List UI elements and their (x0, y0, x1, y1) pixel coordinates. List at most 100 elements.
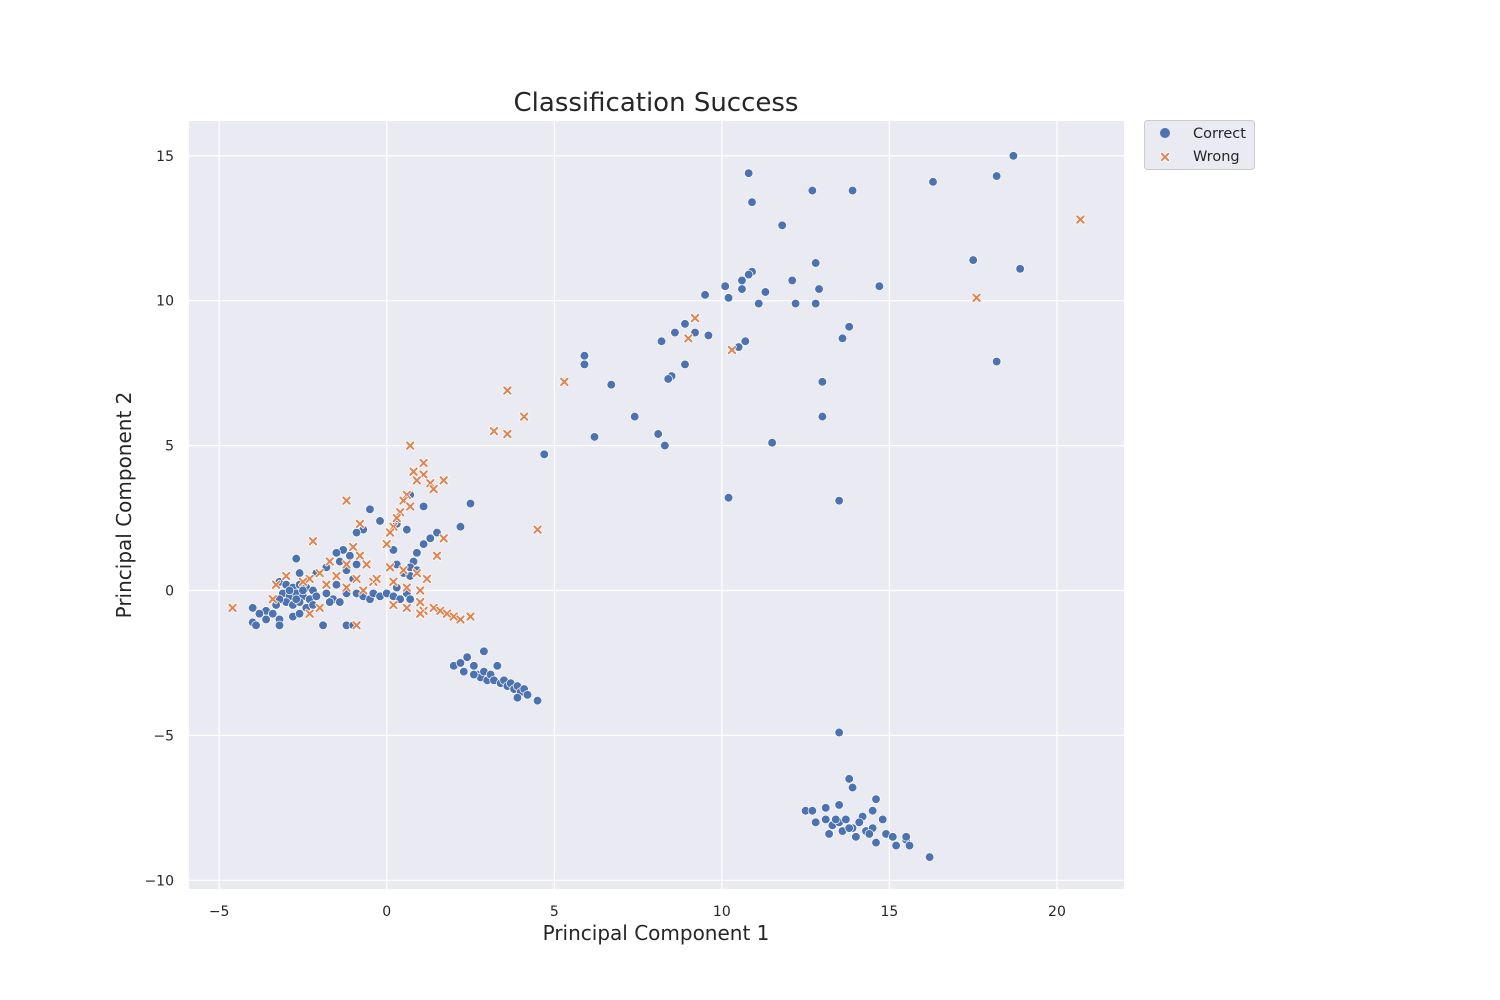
point-correct (834, 496, 844, 506)
point-wrong (271, 579, 282, 590)
point-correct (660, 440, 670, 451)
point-correct (744, 269, 754, 280)
x-tick-label: 10 (713, 904, 731, 920)
point-wrong (308, 536, 318, 547)
point-wrong (358, 585, 369, 596)
point-correct (351, 559, 362, 570)
point-correct (532, 695, 543, 706)
point-wrong (438, 475, 449, 486)
point-wrong (385, 562, 395, 573)
point-wrong (428, 602, 439, 613)
point-correct (744, 168, 754, 178)
point-correct (767, 438, 777, 448)
point-wrong (324, 556, 335, 567)
y-tick-label: −5 (153, 728, 174, 744)
point-wrong (314, 602, 325, 613)
point-wrong (435, 605, 446, 616)
y-tick-label: 15 (156, 149, 174, 165)
legend-marker-wrong (1160, 152, 1170, 162)
point-wrong (281, 571, 292, 581)
point-correct (589, 432, 600, 442)
point-correct (274, 620, 285, 630)
point-correct (425, 533, 435, 543)
point-correct (375, 516, 385, 526)
point-wrong (432, 550, 442, 561)
point-wrong (489, 426, 499, 436)
point-correct (760, 287, 771, 297)
point-correct (874, 281, 885, 291)
point-correct (680, 319, 690, 329)
point-correct (455, 522, 466, 532)
point-wrong (422, 574, 432, 584)
point-wrong (405, 440, 416, 451)
point-correct (418, 501, 429, 512)
y-tick-label: 0 (165, 583, 174, 599)
point-wrong (388, 600, 399, 610)
point-wrong (455, 614, 466, 625)
point-correct (844, 774, 854, 784)
y-tick-label: −10 (144, 873, 174, 889)
point-correct (700, 290, 710, 300)
point-correct (335, 597, 345, 607)
point-correct (992, 171, 1002, 181)
point-correct (579, 351, 590, 361)
point-correct (888, 832, 898, 842)
point-wrong (465, 611, 476, 622)
point-wrong (401, 582, 412, 593)
point-correct (811, 817, 821, 827)
point-correct (261, 614, 271, 625)
legend-box (1144, 120, 1255, 170)
point-wrong (411, 475, 422, 486)
point-wrong (690, 313, 700, 323)
point-wrong (532, 524, 543, 535)
point-wrong (391, 513, 402, 523)
x-tick-label: 0 (382, 904, 391, 920)
point-correct (720, 281, 730, 291)
point-correct (311, 591, 321, 601)
point-correct (924, 852, 935, 862)
point-correct (723, 493, 734, 503)
point-correct (831, 814, 841, 825)
point-wrong (683, 333, 694, 344)
point-wrong (388, 576, 399, 587)
point-wrong (415, 597, 426, 607)
point-correct (723, 293, 734, 303)
point-correct (871, 794, 881, 804)
point-wrong (442, 608, 452, 619)
point-wrong (341, 495, 352, 506)
point-wrong (727, 345, 737, 355)
y-tick-labels: −10 −5 0 5 10 15 (144, 149, 174, 890)
x-axis-label: Principal Component 1 (543, 921, 770, 945)
point-wrong (381, 539, 392, 550)
point-wrong (559, 376, 570, 387)
x-tick-label: 20 (1048, 904, 1066, 920)
point-correct (834, 800, 844, 810)
point-wrong (371, 574, 382, 584)
point-correct (539, 449, 549, 459)
point-wrong (361, 559, 372, 570)
point-correct (606, 380, 616, 390)
x-tick-labels: −5 0 5 10 15 20 (209, 904, 1066, 920)
point-correct (630, 411, 640, 422)
point-correct (851, 832, 861, 842)
point-correct (291, 553, 301, 564)
point-correct (670, 327, 680, 338)
point-correct (321, 588, 332, 599)
point-correct (740, 336, 750, 346)
point-correct (294, 609, 305, 619)
point-correct (737, 284, 747, 294)
point-correct (790, 298, 801, 309)
point-correct (462, 652, 472, 662)
point-wrong (388, 521, 399, 532)
point-wrong (398, 565, 409, 576)
point-correct (703, 330, 714, 341)
point-correct (754, 298, 764, 309)
point-correct (365, 504, 375, 514)
point-correct (492, 661, 502, 671)
point-correct (737, 275, 747, 286)
point-wrong (415, 585, 426, 596)
plot-area (189, 121, 1124, 889)
point-wrong (351, 620, 362, 631)
point-correct (254, 609, 265, 619)
point-correct (412, 548, 422, 558)
